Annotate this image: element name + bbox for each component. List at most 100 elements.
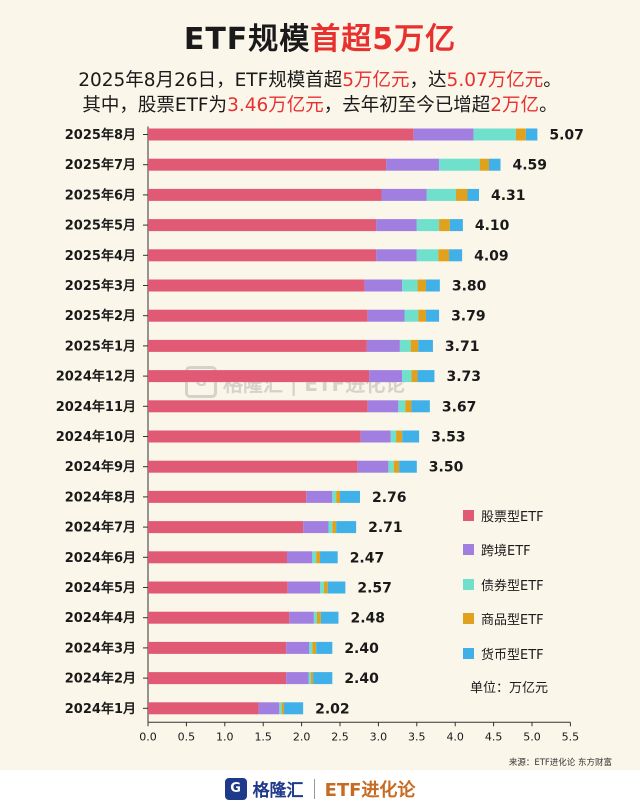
total-value-label: 3.67 bbox=[442, 399, 477, 415]
total-value-label: 2.76 bbox=[372, 490, 407, 506]
bar-segment bbox=[258, 702, 280, 715]
category-label: 2025年3月 bbox=[65, 278, 136, 294]
bar-segment bbox=[332, 521, 337, 534]
x-tick-label: 3.0 bbox=[370, 730, 388, 743]
legend-swatch bbox=[463, 613, 474, 625]
category-label: 2024年9月 bbox=[65, 459, 136, 475]
bar-segment bbox=[426, 279, 440, 292]
total-value-label: 4.59 bbox=[513, 158, 548, 174]
chart-legend: 股票型ETF 跨境ETF 债券型ETF 商品型ETF 货币型ETF bbox=[463, 498, 544, 671]
category-label: 2025年2月 bbox=[65, 308, 136, 324]
bar-segment bbox=[316, 641, 333, 654]
category-label: 2024年1月 bbox=[65, 701, 136, 717]
category-label: 2025年1月 bbox=[65, 338, 136, 354]
legend-swatch bbox=[463, 509, 474, 521]
total-value-label: 2.48 bbox=[350, 611, 385, 627]
bar-segment bbox=[402, 279, 418, 292]
bar-segment bbox=[438, 249, 450, 262]
bar-segment bbox=[393, 460, 400, 473]
bar-segment bbox=[148, 641, 287, 654]
category-label: 2025年5月 bbox=[65, 218, 136, 234]
bar-segment bbox=[376, 249, 417, 262]
bar-segment bbox=[402, 430, 420, 443]
category-label: 2025年8月 bbox=[65, 127, 136, 143]
total-value-label: 5.07 bbox=[549, 128, 584, 144]
bar-segment bbox=[381, 188, 427, 201]
bar-segment bbox=[388, 460, 394, 473]
bar-segment bbox=[148, 581, 288, 594]
bar-segment bbox=[148, 460, 358, 473]
bar-segment bbox=[399, 339, 411, 352]
bar-segment bbox=[148, 672, 287, 685]
subtitle-line-1-segment: 2025年8月26日，ETF规模首超 bbox=[78, 70, 343, 91]
total-value-label: 4.10 bbox=[475, 218, 510, 234]
bar-segment bbox=[320, 581, 324, 594]
total-value-label: 3.50 bbox=[429, 460, 464, 476]
bar-segment bbox=[416, 219, 440, 232]
bar-segment bbox=[417, 279, 427, 292]
bar-segment bbox=[148, 611, 290, 624]
bar-segment bbox=[148, 219, 377, 232]
bar-segment bbox=[312, 551, 317, 564]
x-tick-label: 1.0 bbox=[216, 730, 234, 743]
bar-segment bbox=[148, 400, 368, 413]
footer-bar: G 格隆汇 ETF进化论 bbox=[0, 770, 640, 807]
brand-name: 格隆汇 bbox=[252, 781, 304, 801]
bar-segment bbox=[402, 370, 412, 383]
bar-segment bbox=[488, 158, 501, 171]
bar-segment bbox=[283, 702, 304, 715]
total-value-label: 2.40 bbox=[344, 671, 379, 687]
bar-segment bbox=[390, 430, 397, 443]
category-label: 2024年2月 bbox=[65, 671, 136, 687]
bar-segment bbox=[279, 702, 282, 715]
category-label: 2025年6月 bbox=[65, 187, 136, 203]
bar-segment bbox=[281, 702, 284, 715]
bar-segment bbox=[328, 521, 333, 534]
bar-segment bbox=[455, 188, 468, 201]
bar-segment bbox=[287, 551, 313, 564]
x-tick-label: 4.5 bbox=[485, 730, 503, 743]
bar-segment bbox=[148, 128, 414, 141]
category-label: 2025年7月 bbox=[65, 157, 136, 173]
category-label: 2024年7月 bbox=[65, 520, 136, 536]
bar-segment bbox=[148, 249, 377, 262]
bar-segment bbox=[479, 158, 489, 171]
bar-segment bbox=[367, 309, 405, 322]
legend-item: 股票型ETF bbox=[463, 498, 544, 533]
subtitle-line-2: 其中，股票ETF为3.46万亿元，去年初至今已增超2万亿。 bbox=[0, 91, 640, 117]
category-label: 2024年5月 bbox=[65, 580, 136, 596]
bar-segment bbox=[310, 672, 314, 685]
x-tick-label: 0.5 bbox=[178, 730, 196, 743]
legend-swatch bbox=[463, 578, 474, 590]
bar-segment bbox=[148, 188, 382, 201]
total-value-label: 4.09 bbox=[474, 248, 509, 264]
bar-segment bbox=[312, 641, 317, 654]
bar-segment bbox=[417, 370, 435, 383]
bar-segment bbox=[148, 430, 361, 443]
page-title: ETF规模首超5万亿 bbox=[0, 14, 640, 58]
bar-segment bbox=[405, 400, 412, 413]
bar-segment bbox=[367, 400, 399, 413]
x-tick-label: 5.5 bbox=[562, 730, 580, 743]
footer-divider bbox=[313, 778, 315, 799]
bar-segment bbox=[148, 702, 259, 715]
legend-item: 债券型ETF bbox=[463, 567, 544, 602]
bar-segment bbox=[418, 339, 433, 352]
bar-segment bbox=[386, 158, 440, 171]
bar-segment bbox=[376, 219, 417, 232]
bar-segment bbox=[287, 581, 321, 594]
total-value-label: 3.79 bbox=[451, 309, 486, 325]
bar-segment bbox=[413, 128, 474, 141]
legend-item: 商品型ETF bbox=[463, 602, 544, 637]
bar-segment bbox=[410, 339, 419, 352]
subtitle-line-1-segment: 5.07万亿元 bbox=[446, 70, 544, 91]
bar-segment bbox=[399, 460, 417, 473]
total-value-label: 2.02 bbox=[315, 701, 350, 717]
subtitle-line-1: 2025年8月26日，ETF规模首超5万亿元，达5.07万亿元。 bbox=[0, 66, 640, 92]
legend-swatch bbox=[463, 647, 474, 659]
bar-segment bbox=[449, 249, 463, 262]
bar-segment bbox=[366, 339, 400, 352]
title-part-2: 首超5万亿 bbox=[310, 22, 457, 57]
bar-segment bbox=[426, 188, 456, 201]
brand-etf: ETF进化论 bbox=[324, 779, 416, 801]
